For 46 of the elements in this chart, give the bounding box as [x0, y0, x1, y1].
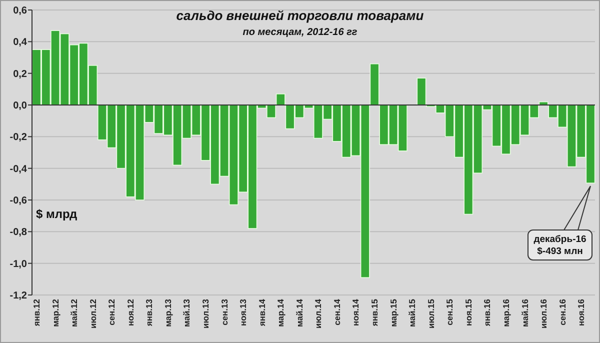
x-tick-label: мар.14: [276, 298, 286, 327]
x-tick-label: мар.16: [500, 298, 511, 327]
x-tick-label: сен.12: [106, 298, 117, 326]
y-axis-title: $ млрд: [36, 207, 78, 221]
x-tick-label: май.13: [182, 298, 192, 327]
x-tick-label: июл.12: [88, 298, 98, 328]
x-tick-label: янв.15: [370, 298, 380, 326]
x-tick-label: янв.14: [256, 298, 267, 326]
y-tick-label: -0,6: [10, 196, 28, 206]
x-tick-label: июл.15: [426, 298, 436, 328]
x-tick-label: июл.13: [200, 298, 210, 328]
x-tick-label: мар.15: [388, 298, 398, 327]
x-tick-label: янв.12: [31, 298, 42, 326]
bar: [276, 94, 286, 106]
x-tick-label: май.12: [69, 298, 80, 327]
x-tick-label: янв.16: [482, 298, 492, 326]
y-tick-label: 0,6: [13, 6, 28, 16]
y-tick-label: -0,4: [10, 164, 28, 175]
x-tick-label: июл.14: [313, 298, 324, 328]
x-tick-label: ноя.16: [576, 298, 586, 326]
x-tick-label: май.14: [294, 298, 304, 327]
y-tick-label: -1,0: [10, 258, 28, 270]
x-tick-label: сен.14: [332, 298, 342, 326]
x-tick-label: мар.12: [50, 298, 60, 327]
y-tick-label: 0,2: [13, 68, 28, 80]
text: по месяцам, 2012-16 гг: [242, 27, 358, 38]
x-tick-label: ноя.14: [350, 298, 361, 326]
y-tick-label: 0,4: [13, 37, 28, 48]
x-tick-label: мар.13: [162, 298, 173, 327]
x-tick-label: май.15: [407, 298, 418, 327]
bar: [416, 78, 426, 106]
x-tick-label: июл.16: [538, 298, 549, 328]
chart-title: сальдо внешней торговли товарами: [176, 8, 424, 23]
annotation: декабрь-16 $-493 млн: [534, 234, 586, 257]
x-tick-label: сен.15: [444, 298, 455, 326]
y-tick-label: -0,2: [10, 132, 28, 144]
x-tick-label: ноя.15: [463, 298, 474, 326]
x-tick-label: ноя.13: [238, 298, 248, 326]
y-tick-label: -1,2: [10, 290, 28, 302]
y-tick-label: -0,8: [10, 227, 28, 238]
x-tick-label: ноя.12: [125, 298, 136, 326]
x-tick-label: май.16: [520, 298, 530, 327]
y-tick-label: 0,0: [13, 100, 28, 112]
x-tick-label: сен.13: [219, 298, 230, 326]
x-tick-label: сен.16: [557, 298, 568, 326]
x-tick-label: янв.13: [144, 298, 154, 326]
